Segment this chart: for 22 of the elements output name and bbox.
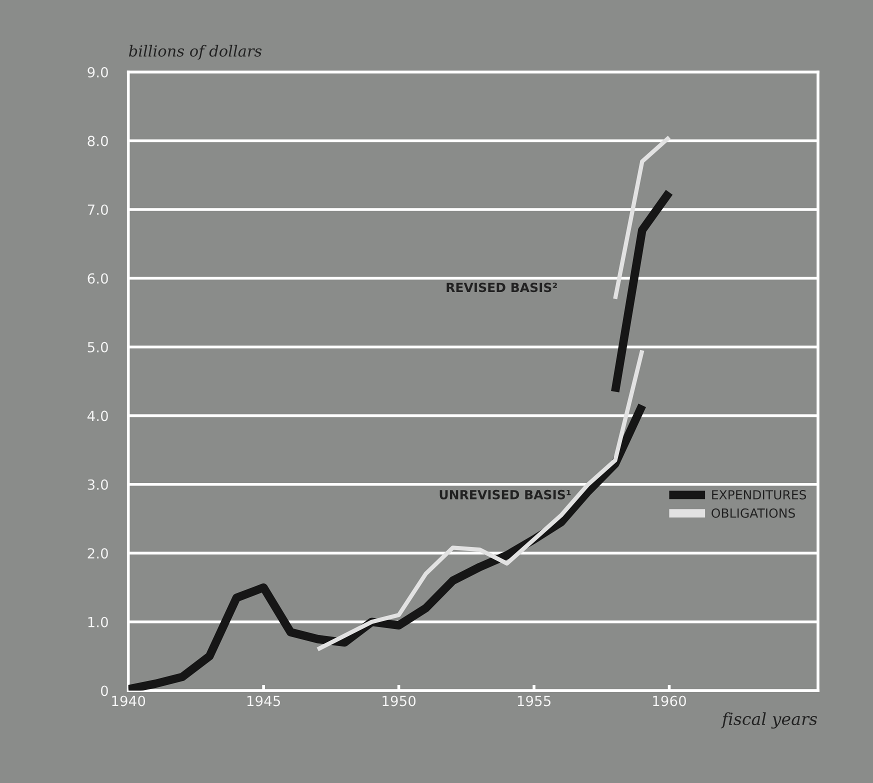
- legend-label: EXPENDITURES: [712, 490, 806, 500]
- y-axis-title: billions of dollars: [128, 44, 262, 60]
- x-axis-title: fiscal years: [720, 712, 817, 729]
- y-tick-label: 0: [100, 686, 108, 696]
- y-tick-label: 2.0: [88, 548, 108, 559]
- line-series: [316, 348, 644, 652]
- y-tick-label: 8.0: [88, 136, 108, 146]
- x-tick-label: 1950: [382, 696, 416, 706]
- y-tick-label: 6.0: [88, 273, 108, 284]
- legend-label: OBLIGATIONS: [712, 508, 795, 518]
- y-tick-label: 3.0: [88, 479, 108, 490]
- y-tick-label: 9.0: [88, 67, 108, 78]
- annotation: UNREVISED BASIS¹: [440, 490, 571, 500]
- y-tick-label: 5.0: [88, 342, 108, 352]
- y-tick-label: 1.0: [88, 616, 108, 628]
- x-tick-label: 1940: [112, 696, 146, 706]
- annotation: REVISED BASIS²: [446, 282, 557, 292]
- y-tick-label: 4.0: [87, 410, 108, 422]
- x-tick-label: 1955: [518, 696, 550, 706]
- x-tick-label: 1945: [247, 696, 280, 706]
- y-tick-label: 7.0: [88, 204, 108, 215]
- x-tick-label: 1960: [653, 696, 686, 706]
